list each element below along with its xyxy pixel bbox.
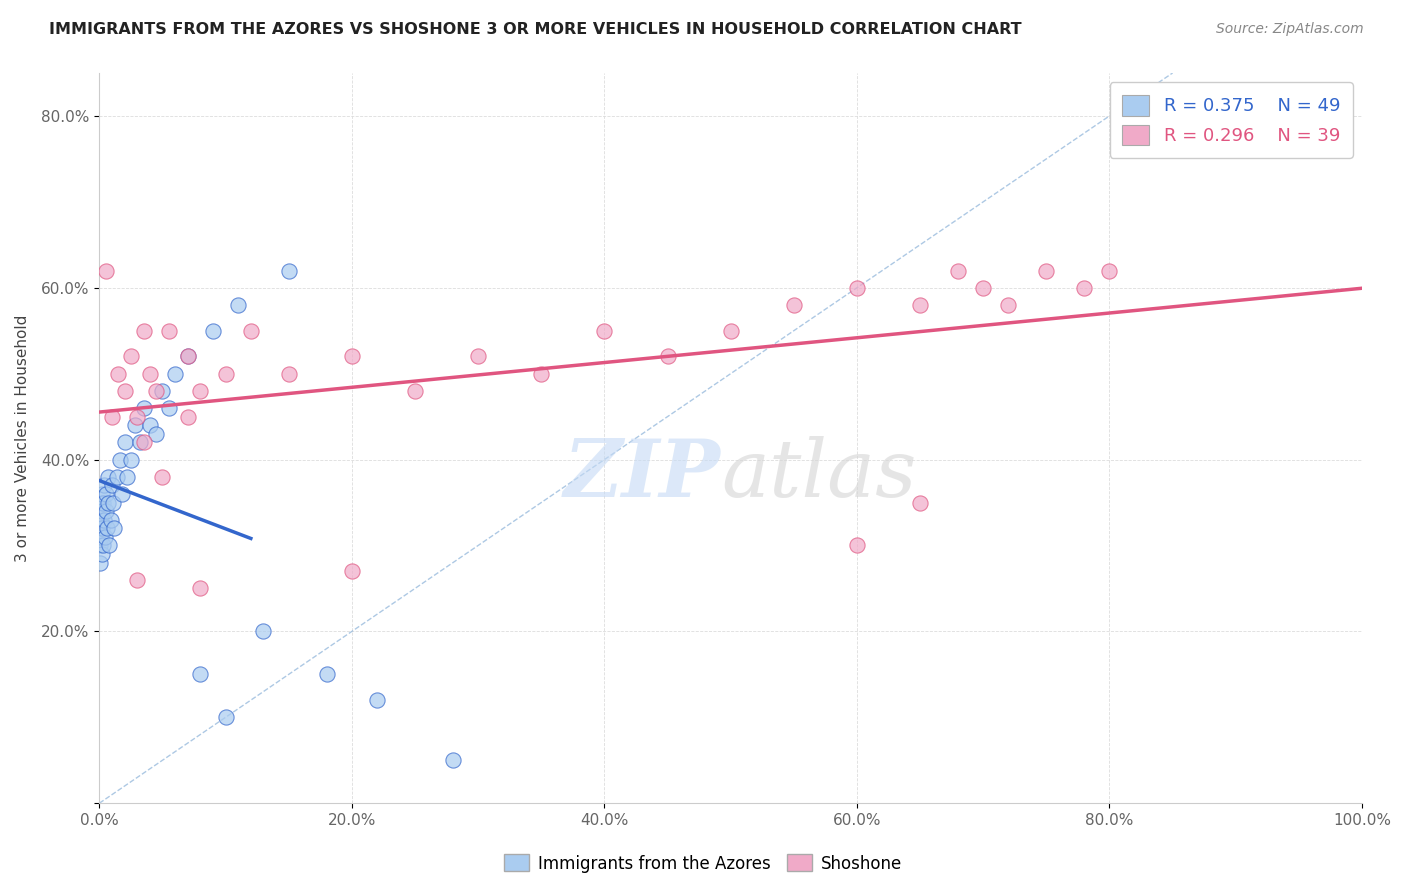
Text: ZIP: ZIP bbox=[564, 436, 721, 514]
Point bbox=[252, 624, 274, 639]
Point bbox=[107, 367, 129, 381]
Point bbox=[96, 495, 118, 509]
Point bbox=[340, 350, 363, 364]
Point bbox=[1098, 263, 1121, 277]
Point bbox=[157, 401, 180, 415]
Point bbox=[128, 435, 150, 450]
Point bbox=[94, 263, 117, 277]
Point bbox=[152, 384, 174, 398]
Point bbox=[997, 298, 1019, 312]
Point bbox=[111, 487, 134, 501]
Point bbox=[139, 418, 162, 433]
Y-axis label: 3 or more Vehicles in Household: 3 or more Vehicles in Household bbox=[15, 314, 30, 562]
Point bbox=[908, 298, 931, 312]
Point bbox=[657, 350, 679, 364]
Point bbox=[467, 350, 489, 364]
Point bbox=[127, 573, 149, 587]
Point bbox=[127, 409, 149, 424]
Point bbox=[94, 530, 117, 544]
Point bbox=[214, 367, 236, 381]
Point bbox=[145, 384, 167, 398]
Point bbox=[201, 324, 224, 338]
Legend: Immigrants from the Azores, Shoshone: Immigrants from the Azores, Shoshone bbox=[498, 847, 908, 880]
Point bbox=[226, 298, 249, 312]
Point bbox=[145, 426, 167, 441]
Point bbox=[908, 495, 931, 509]
Text: Source: ZipAtlas.com: Source: ZipAtlas.com bbox=[1216, 22, 1364, 37]
Point bbox=[165, 367, 187, 381]
Point bbox=[139, 367, 162, 381]
Point bbox=[593, 324, 616, 338]
Point bbox=[277, 367, 299, 381]
Point bbox=[108, 452, 131, 467]
Point bbox=[114, 435, 136, 450]
Point bbox=[1073, 281, 1095, 295]
Point bbox=[89, 521, 111, 535]
Point bbox=[177, 409, 200, 424]
Point bbox=[157, 324, 180, 338]
Point bbox=[132, 435, 155, 450]
Point bbox=[103, 521, 125, 535]
Point bbox=[340, 564, 363, 578]
Point bbox=[845, 281, 868, 295]
Point bbox=[91, 487, 114, 501]
Point bbox=[1035, 263, 1057, 277]
Point bbox=[90, 504, 112, 518]
Point bbox=[239, 324, 262, 338]
Point bbox=[177, 350, 200, 364]
Point bbox=[101, 478, 124, 492]
Text: atlas: atlas bbox=[721, 436, 917, 514]
Point bbox=[101, 409, 124, 424]
Text: IMMIGRANTS FROM THE AZORES VS SHOSHONE 3 OR MORE VEHICLES IN HOUSEHOLD CORRELATI: IMMIGRANTS FROM THE AZORES VS SHOSHONE 3… bbox=[49, 22, 1022, 37]
Point bbox=[115, 469, 138, 483]
Point bbox=[120, 350, 142, 364]
Legend: R = 0.375    N = 49, R = 0.296    N = 39: R = 0.375 N = 49, R = 0.296 N = 39 bbox=[1109, 82, 1353, 158]
Point bbox=[91, 521, 114, 535]
Point bbox=[277, 263, 299, 277]
Point bbox=[946, 263, 969, 277]
Point bbox=[90, 495, 112, 509]
Point bbox=[152, 469, 174, 483]
Point bbox=[93, 513, 115, 527]
Point bbox=[98, 539, 121, 553]
Point bbox=[124, 418, 146, 433]
Point bbox=[132, 401, 155, 415]
Point bbox=[132, 324, 155, 338]
Point bbox=[720, 324, 742, 338]
Point bbox=[94, 504, 117, 518]
Point bbox=[188, 667, 211, 681]
Point bbox=[530, 367, 553, 381]
Point bbox=[97, 469, 120, 483]
Point bbox=[100, 513, 122, 527]
Point bbox=[366, 693, 388, 707]
Point bbox=[972, 281, 994, 295]
Point bbox=[96, 487, 118, 501]
Point bbox=[89, 556, 111, 570]
Point bbox=[177, 350, 200, 364]
Point bbox=[404, 384, 426, 398]
Point bbox=[103, 495, 125, 509]
Point bbox=[315, 667, 337, 681]
Point bbox=[91, 495, 114, 509]
Point bbox=[90, 547, 112, 561]
Point bbox=[188, 384, 211, 398]
Point bbox=[91, 539, 114, 553]
Point bbox=[214, 710, 236, 724]
Point bbox=[783, 298, 806, 312]
Point bbox=[105, 469, 128, 483]
Point bbox=[845, 539, 868, 553]
Point bbox=[120, 452, 142, 467]
Point bbox=[96, 521, 118, 535]
Point bbox=[114, 384, 136, 398]
Point bbox=[93, 478, 115, 492]
Point bbox=[90, 513, 112, 527]
Point bbox=[441, 753, 464, 767]
Point bbox=[188, 582, 211, 596]
Point bbox=[90, 530, 112, 544]
Point bbox=[89, 539, 111, 553]
